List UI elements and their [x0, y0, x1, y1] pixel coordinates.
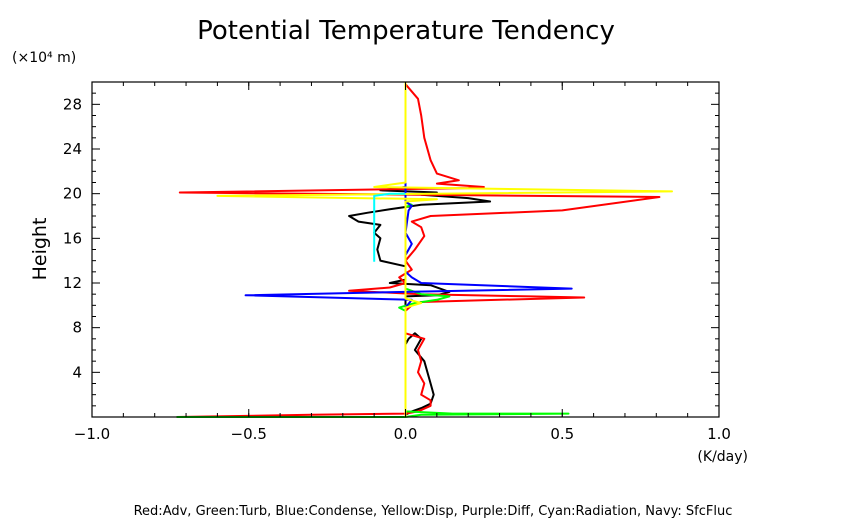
x-unit-label: (K/day): [697, 449, 748, 465]
x-tick-label: 0.0: [394, 425, 418, 443]
series-line-green: [176, 82, 570, 418]
y-tick-label: 28: [63, 95, 82, 113]
x-tick-label: −0.5: [231, 425, 267, 443]
y-tick-label: 24: [63, 140, 82, 158]
legend-footer: Red:Adv, Green:Turb, Blue:Condense, Yell…: [134, 504, 733, 519]
y-tick-label: 20: [63, 185, 82, 203]
y-tick-label: 8: [72, 319, 82, 337]
y-unit-label: (×10⁴ m): [12, 50, 76, 66]
y-tick-label: 12: [63, 274, 82, 292]
y-axis-label: Height: [29, 218, 51, 281]
series-line-red: [176, 83, 661, 418]
x-tick-label: −1.0: [74, 425, 110, 443]
series-line-cyan: [373, 192, 406, 262]
plot-series: [176, 82, 673, 418]
x-tick-label: 0.5: [550, 425, 574, 443]
axis-ticks: −1.0 −0.5 0.0 0.5 1.0 4 8 12 16 20 24 28: [63, 82, 731, 443]
x-tick-label: 1.0: [707, 425, 731, 443]
series-line-yellow: [216, 82, 673, 417]
y-tick-label: 4: [72, 363, 82, 381]
series-line-blue: [244, 82, 573, 417]
y-tick-label: 16: [63, 229, 82, 247]
chart-title: Potential Temperature Tendency: [197, 16, 615, 46]
